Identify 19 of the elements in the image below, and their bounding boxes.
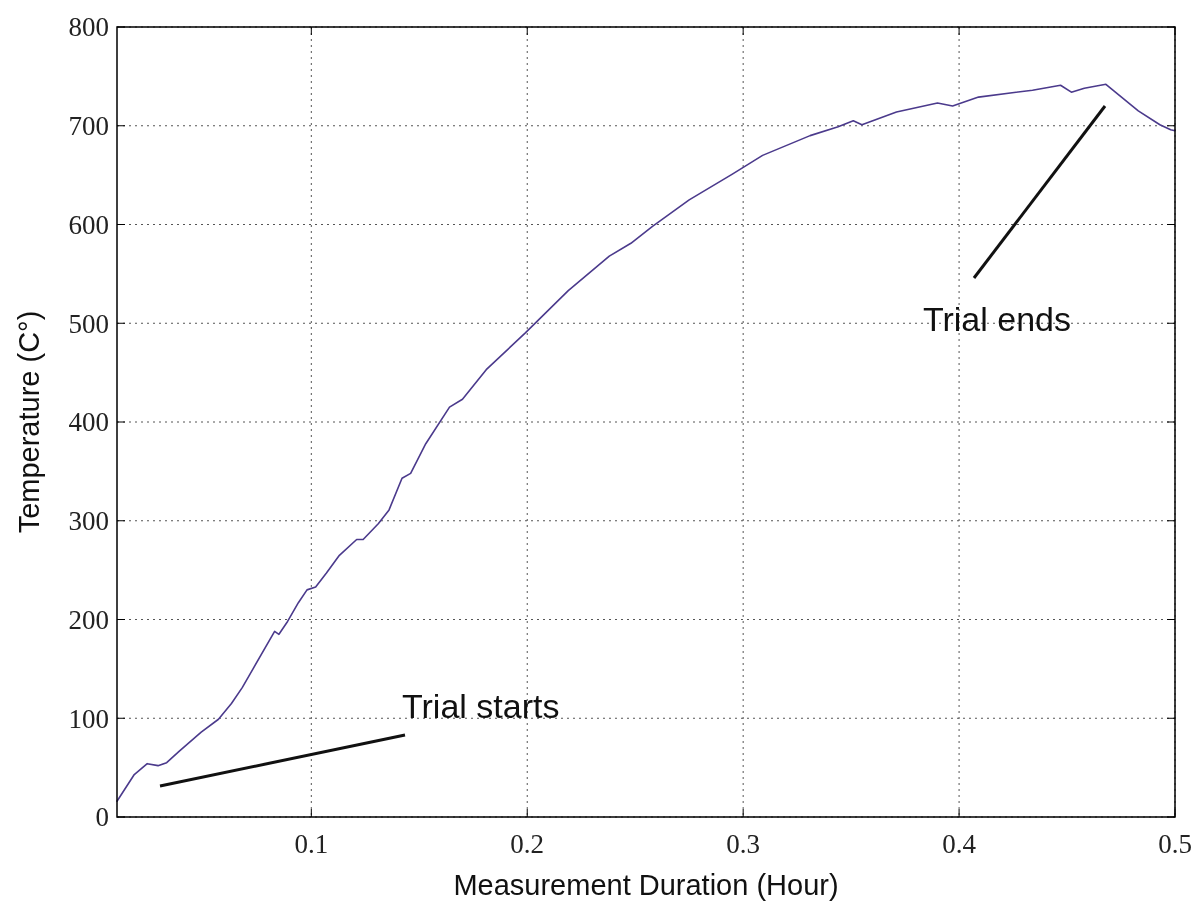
y-tick-label: 400 — [68, 407, 109, 438]
y-tick-label: 700 — [68, 111, 109, 142]
y-tick-label: 500 — [68, 308, 109, 339]
y-tick-label: 0 — [95, 802, 109, 833]
x-tick-label: 0.4 — [942, 829, 977, 859]
x-tick-label: 0.2 — [510, 829, 545, 859]
y-tick-label: 100 — [68, 703, 109, 734]
y-tick-label: 200 — [68, 604, 109, 635]
line-series — [116, 83, 1176, 802]
y-tick-label: 300 — [68, 506, 109, 537]
annotation: Trial ends — [922, 300, 1072, 338]
x-tick-label: 0.3 — [726, 829, 761, 859]
x-tick-label: 0.5 — [1158, 829, 1192, 859]
annotation: Trial starts — [402, 687, 560, 725]
y-tick-label: 800 — [68, 12, 109, 43]
x-axis-title: Measurement Duration (Hour) — [453, 869, 839, 901]
y-tick-label: 600 — [68, 209, 109, 240]
y-axis-title: Temperature (C°) — [13, 310, 45, 534]
x-tick-label: 0.1 — [294, 829, 329, 859]
